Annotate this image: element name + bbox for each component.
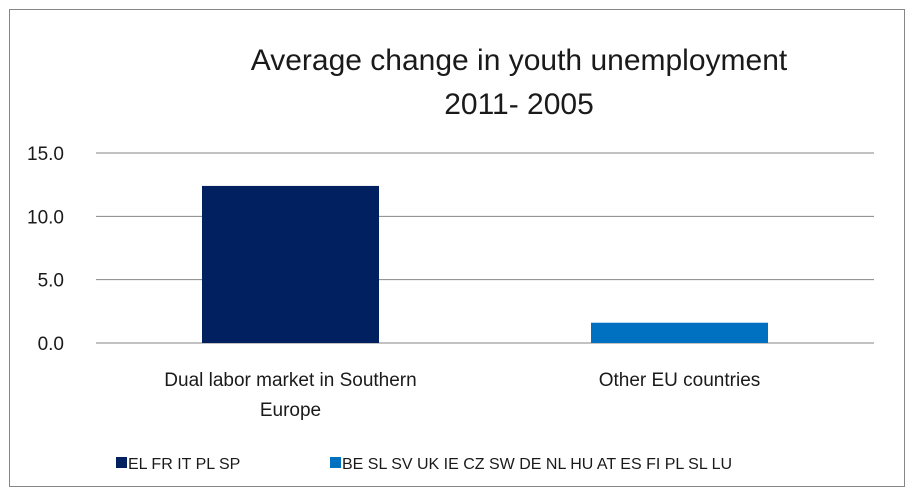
- y-tick-label: 0.0: [38, 334, 64, 355]
- legend: EL FR IT PL SP BE SL SV UK IE CZ SW DE NL…: [116, 456, 732, 473]
- chart-frame: [9, 9, 905, 487]
- x-axis-category-labels: Dual labor market in Southern Europe Other…: [164, 370, 760, 421]
- bars: [202, 185, 768, 343]
- bar: [591, 322, 768, 343]
- legend-swatch: [330, 457, 341, 468]
- x-category-label: Other EU countries: [599, 370, 761, 391]
- x-category-label: Dual labor market in Southern: [164, 370, 416, 391]
- y-tick-label: 5.0: [38, 271, 64, 292]
- y-tick-label: 15.0: [27, 144, 64, 165]
- bar: [202, 185, 379, 343]
- x-category-label: Europe: [260, 400, 321, 421]
- chart-title: Average change in youth unemployment: [251, 44, 788, 77]
- y-tick-label: 10.0: [27, 207, 64, 228]
- legend-swatch: [116, 457, 127, 468]
- legend-label: BE SL SV UK IE CZ SW DE NL HU AT ES FI P…: [342, 456, 732, 473]
- y-axis-ticks: 0.0 5.0 10.0 15.0: [27, 144, 64, 355]
- chart-subtitle: 2011- 2005: [444, 88, 594, 121]
- legend-label: EL FR IT PL SP: [128, 456, 240, 473]
